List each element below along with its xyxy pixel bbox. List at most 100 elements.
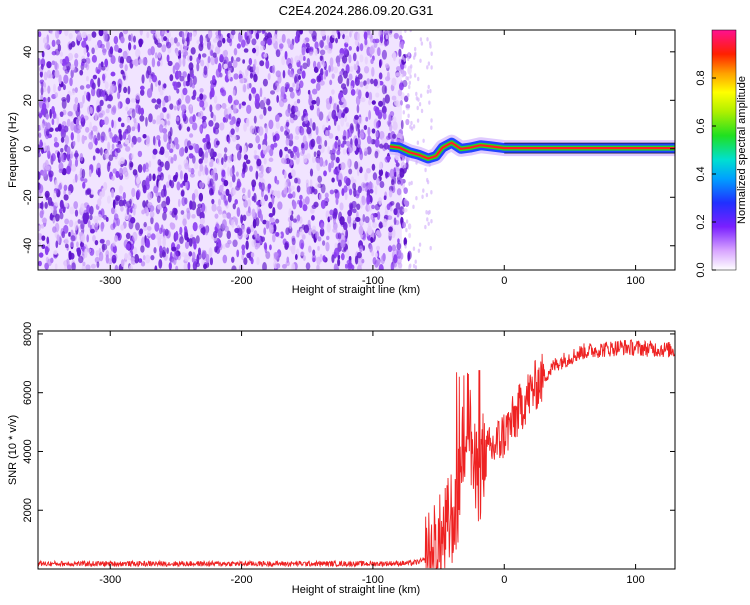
- noise-speck: [189, 107, 193, 114]
- noise-speck: [400, 252, 404, 260]
- noise-speck: [141, 236, 145, 246]
- noise-speck: [214, 46, 221, 55]
- noise-speck: [401, 73, 405, 78]
- noise-speck: [235, 57, 241, 62]
- noise-speck: [181, 189, 185, 197]
- noise-speck: [105, 254, 109, 264]
- noise-speck: [357, 264, 362, 270]
- noise-speck: [237, 150, 242, 161]
- noise-speck: [81, 58, 87, 64]
- noise-speck: [323, 170, 327, 177]
- noise-speck: [173, 81, 178, 91]
- noise-speck: [285, 227, 290, 235]
- noise-speck: [70, 41, 76, 48]
- noise-speck: [156, 135, 161, 141]
- noise-speck: [248, 143, 254, 149]
- noise-speck: [222, 254, 228, 264]
- noise-speck: [227, 69, 232, 80]
- noise-speck: [236, 117, 241, 125]
- noise-speck: [355, 95, 361, 106]
- noise-speck: [53, 250, 58, 255]
- noise-speck: [237, 227, 243, 237]
- noise-speck: [186, 126, 191, 132]
- noise-speck: [371, 163, 376, 171]
- noise-speck: [418, 102, 422, 107]
- noise-speck: [345, 130, 349, 141]
- noise-speck: [381, 105, 387, 114]
- noise-speck: [430, 118, 433, 123]
- noise-speck: [95, 250, 100, 257]
- noise-speck: [337, 258, 341, 267]
- noise-speck: [136, 176, 141, 185]
- noise-speck: [302, 255, 306, 262]
- noise-speck: [183, 225, 188, 232]
- noise-speck: [275, 218, 280, 224]
- noise-speck: [154, 104, 159, 110]
- noise-speck: [236, 43, 242, 49]
- noise-speck: [79, 152, 84, 162]
- noise-speck: [366, 146, 372, 155]
- noise-speck: [402, 110, 405, 115]
- noise-speck: [152, 119, 157, 125]
- noise-speck: [285, 83, 290, 90]
- noise-speck: [120, 122, 125, 128]
- noise-speck: [135, 222, 140, 231]
- noise-speck: [70, 151, 74, 159]
- noise-speck: [250, 257, 254, 265]
- noise-speck: [94, 112, 98, 122]
- noise-speck: [74, 59, 79, 68]
- noise-speck: [177, 98, 182, 105]
- noise-speck: [59, 111, 64, 118]
- noise-speck: [40, 63, 44, 70]
- noise-speck: [384, 38, 390, 46]
- noise-speck: [85, 84, 91, 89]
- noise-speck: [179, 226, 183, 235]
- noise-speck: [78, 101, 84, 109]
- noise-speck: [313, 66, 319, 73]
- noise-speck: [417, 76, 420, 82]
- noise-speck: [312, 60, 317, 69]
- noise-speck: [159, 89, 164, 96]
- noise-speck: [335, 197, 339, 205]
- noise-speck: [340, 143, 345, 148]
- noise-speck: [331, 254, 335, 264]
- noise-speck: [74, 97, 79, 104]
- noise-speck: [337, 179, 342, 187]
- noise-speck: [91, 223, 95, 231]
- noise-speck: [337, 139, 341, 148]
- noise-speck: [347, 214, 352, 224]
- noise-speck: [332, 218, 337, 225]
- noise-speck: [364, 38, 368, 46]
- noise-speck: [343, 70, 348, 79]
- noise-speck: [196, 56, 201, 64]
- noise-speck: [219, 184, 224, 193]
- noise-speck: [263, 106, 267, 116]
- noise-speck: [311, 204, 317, 210]
- noise-speck: [97, 213, 102, 221]
- noise-speck: [45, 113, 49, 120]
- noise-speck: [159, 245, 163, 254]
- noise-speck: [178, 123, 182, 131]
- noise-speck: [167, 60, 173, 67]
- noise-speck: [312, 257, 316, 263]
- noise-speck: [205, 253, 210, 264]
- noise-speck: [294, 254, 298, 260]
- noise-speck: [81, 168, 86, 179]
- noise-speck: [141, 209, 146, 215]
- noise-speck: [209, 257, 214, 266]
- noise-speck: [186, 210, 191, 220]
- noise-speck: [199, 100, 205, 108]
- colorbar-tick-label: 0.6: [695, 118, 707, 133]
- noise-speck: [169, 74, 174, 82]
- noise-speck: [125, 130, 129, 135]
- noise-speck: [184, 241, 190, 250]
- noise-speck: [83, 91, 87, 96]
- noise-speck: [280, 125, 284, 132]
- noise-speck: [357, 116, 363, 125]
- noise-speck: [56, 39, 61, 46]
- noise-speck: [70, 241, 74, 248]
- noise-speck: [337, 124, 341, 132]
- noise-speck: [157, 159, 162, 166]
- noise-speck: [374, 203, 381, 211]
- noise-speck: [172, 207, 177, 213]
